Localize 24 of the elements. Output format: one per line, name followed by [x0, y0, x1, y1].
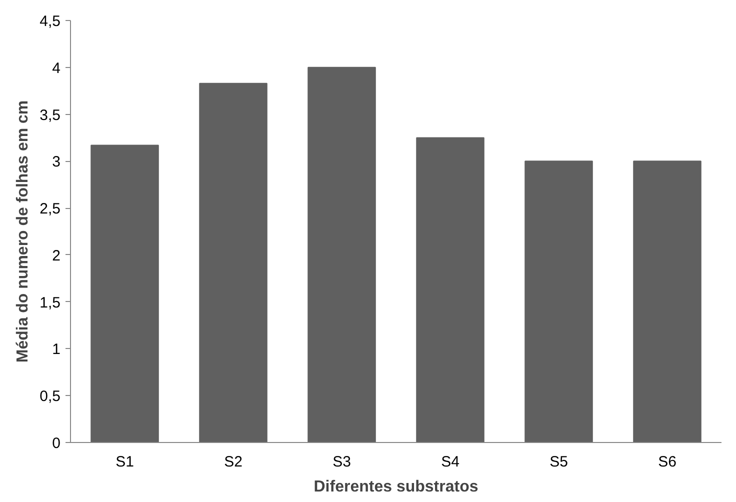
y-tick-label: 1,5: [40, 294, 61, 312]
y-tick-label: 3,5: [40, 106, 61, 124]
x-tick-label: S2: [224, 454, 242, 470]
bar: [308, 66, 376, 442]
y-tick-label: 1: [52, 341, 60, 358]
x-axis-title: Diferentes substratos: [314, 478, 478, 496]
x-tick-label: S4: [441, 454, 460, 470]
bar: [199, 82, 268, 442]
bar: [416, 137, 484, 442]
bar: [633, 160, 702, 442]
y-tick-label: 4,5: [40, 13, 61, 30]
x-tick-label: S6: [658, 454, 676, 470]
x-tick-label: S5: [550, 454, 568, 470]
y-tick-label: 0: [52, 435, 60, 452]
x-tick-label: S1: [116, 454, 134, 470]
y-axis-title: Média do numero de folhas em cm: [14, 100, 32, 363]
y-tick-label: 0,5: [40, 388, 61, 406]
bar: [524, 160, 593, 442]
x-tick-label: S3: [332, 454, 351, 470]
bar: [90, 144, 159, 442]
y-tick-label: 2: [52, 247, 60, 264]
y-tick-label: 4: [52, 60, 60, 77]
y-tick-label: 3: [52, 154, 60, 171]
y-tick-label: 2,5: [40, 200, 61, 218]
